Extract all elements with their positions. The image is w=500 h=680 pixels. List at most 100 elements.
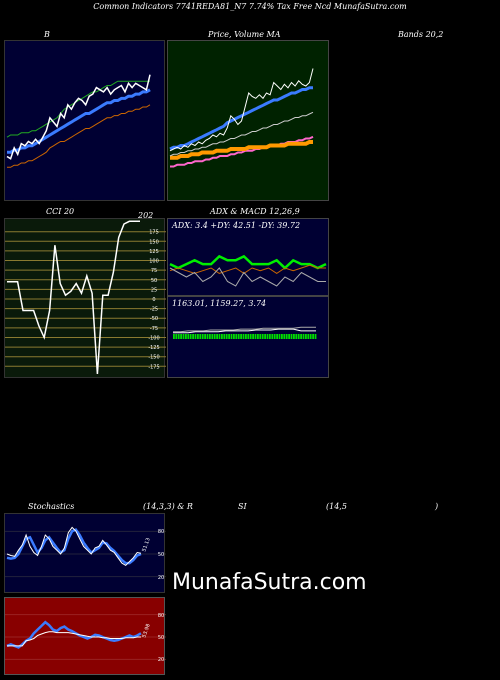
cci-tick-label: 100 [149,259,159,265]
macd-histogram-bar [266,334,269,339]
price-ma-chart [169,68,314,168]
adx-chart [169,254,327,287]
macd-histogram-bar [281,334,283,339]
macd-histogram-bar [252,334,254,339]
macd-histogram-bar [254,334,257,339]
macd-histogram-bar [273,334,276,339]
bands-label: Bands 20,2 [398,30,444,39]
macd-panel: 1163.01, 1159.27, 3.74 [167,296,329,378]
macd-histogram-bar [307,334,310,339]
cci-tick-label: 125 [149,249,159,255]
macd-histogram-bar [293,334,295,339]
macd-histogram-bar [278,334,281,339]
stoch-tick-label: 20 [158,575,164,581]
adx-line [169,267,326,287]
macd-histogram-bar [264,334,266,339]
macd-histogram-bar [189,334,192,339]
macd-histogram-bar [295,334,298,339]
cci-tick-label: 75 [151,268,157,274]
macd-histogram-bar [192,334,194,339]
cci-label: CCI 20 [46,207,75,216]
macd-histogram-bar [312,334,314,339]
stoch-tick-label: 80 [158,529,164,535]
rsi-panel: 80 50 20 53.98 [4,597,166,675]
rsi-tick-label: 80 [158,613,164,619]
macd-histogram-bar [185,334,187,339]
macd-histogram-bar [187,334,190,339]
macd-histogram-bar [221,334,223,339]
stoch-title-b: (14,3,3) & R [143,502,193,511]
adx-plus-dy-line [169,254,327,270]
rsi-line [6,620,142,649]
macd-histogram-bar [245,334,247,339]
macd-histogram-bar [247,334,250,339]
price-ma-label: Price, Volume MA [208,30,281,39]
macd-histogram-bar [173,334,175,339]
adx-macd-label: ADX & MACD 12,26,9 [210,207,300,216]
macd-histogram-bar [235,334,238,339]
cci-tick-label: -125 [148,345,159,351]
price-ma-panel [167,40,329,201]
macd-histogram-bar [309,334,312,339]
cci-tick-label: 0 [152,297,155,303]
macd-histogram-bar [225,334,228,339]
macd-histogram-bar [314,334,317,339]
macd-histogram-bar [180,334,182,339]
macd-values: 1163.01, 1159.27, 3.74 [172,299,267,308]
pm-ma-fast-line [169,86,313,151]
pm-price-line [169,68,314,152]
macd-histogram-bar [259,334,262,339]
macd-histogram-bar [233,334,235,339]
macd-histogram-bar [218,334,221,339]
macd-histogram-bar [182,334,185,339]
cci-tick-label: -50 [150,316,158,322]
cci-tick-label: -175 [148,364,159,370]
macd-histogram-bar [197,334,199,339]
cci-tick-label: -150 [148,355,159,361]
stoch-title-a: Stochastics [28,502,75,511]
macd-histogram-bar [194,334,197,339]
rsi-tick-label: 20 [158,657,164,663]
cci-tick-label: 175 [149,230,159,236]
rsi-chart: 80 50 20 53.98 [5,613,166,663]
cci-value: 202 [138,211,154,220]
macd-histogram-bar [249,334,252,339]
macd-histogram-bar [201,334,204,339]
stoch-k-line [6,526,142,567]
macd-histogram-bar [204,334,206,339]
macd-histogram-bar [209,334,211,339]
macd-histogram-bar [175,334,178,339]
macd-histogram-bar [257,334,259,339]
pm-ma-mid-line [169,111,314,157]
macd-histogram-bar [283,334,286,339]
stoch-value-label: 51.13 [141,537,152,553]
macd-histogram-bar [269,334,271,339]
stoch-title-d: (14,5 [326,502,347,511]
bb-lower-line [7,104,151,168]
stoch-panel: 80 50 20 51.13 [4,513,166,593]
macd-histogram-bar [288,334,290,339]
cci-tick-label: -75 [150,326,158,332]
macd-histogram-bar [290,334,293,339]
macd-histogram-bar [213,334,216,339]
cci-tick-label: 25 [151,287,157,293]
macd-histogram-bar [216,334,218,339]
macd-histogram-bar [240,334,242,339]
macd-histogram-bar [271,334,274,339]
macd-histogram-bar [242,334,245,339]
adx-panel: ADX: 3.4 +DY: 42.51 -DY: 39.72 [167,218,329,296]
rsi-value-label: 53.98 [141,623,152,639]
bb-price-line [6,74,151,160]
adx-minus-dy-line [169,264,326,274]
bollinger-panel [4,40,165,201]
watermark: MunafaSutra.com [172,570,367,595]
cci-chart: 175 150 125 100 75 50 25 0 -25 -50 -75 -100 -125 -150… [5,220,166,375]
adx-values: ADX: 3.4 +DY: 42.51 -DY: 39.72 [172,221,301,230]
macd-histogram-bar [206,334,209,339]
macd-chart [173,326,317,339]
bb-middle-line [7,88,151,154]
bb-upper-line [6,80,150,138]
macd-histogram-bar [297,334,300,339]
macd-histogram-bar [223,334,226,339]
cci-tick-label: -25 [150,307,158,313]
